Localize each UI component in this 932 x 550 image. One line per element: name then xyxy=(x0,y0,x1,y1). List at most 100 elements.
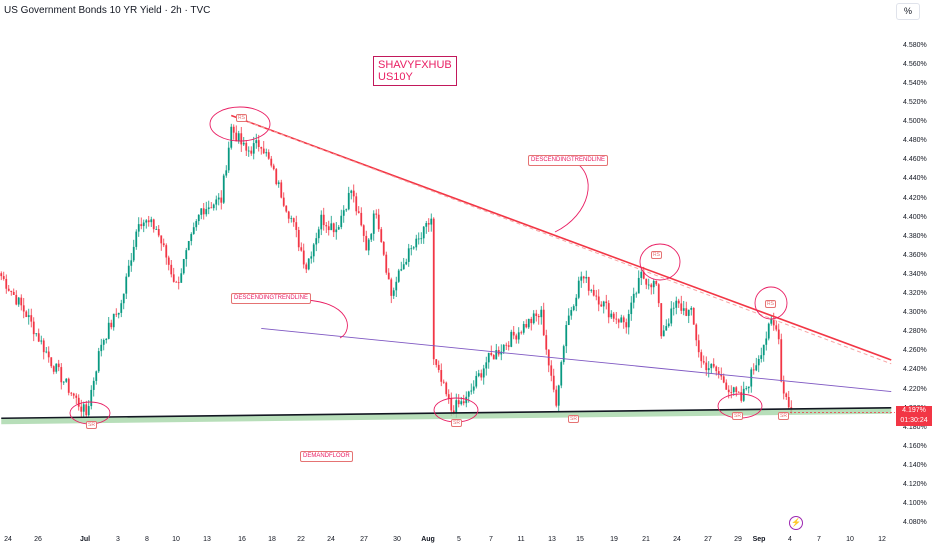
candle-body xyxy=(687,309,690,316)
candle-body xyxy=(220,197,223,203)
candle-body xyxy=(672,307,675,309)
candle-body xyxy=(357,211,360,213)
y-tick-label: 4.220% xyxy=(903,385,927,393)
candle-body xyxy=(267,152,270,159)
candle-body xyxy=(722,376,725,383)
candle-body xyxy=(265,152,268,154)
candle-body xyxy=(25,311,28,318)
y-tick-label: 4.140% xyxy=(903,461,927,469)
candle-body xyxy=(170,264,173,275)
watermark-line-2: US10Y xyxy=(378,71,413,83)
candle-body xyxy=(447,394,450,399)
candle-body xyxy=(27,315,30,318)
candle-body xyxy=(642,271,645,279)
candle-body xyxy=(522,323,525,333)
candle-body xyxy=(152,219,155,230)
candle-body xyxy=(690,307,693,310)
candle-body xyxy=(560,362,563,386)
candle-body xyxy=(427,223,430,225)
candle-body xyxy=(177,282,180,284)
candle-body xyxy=(482,368,485,378)
candle-body xyxy=(467,391,470,397)
candle-body xyxy=(380,229,383,242)
x-tick-label: 16 xyxy=(238,536,246,543)
candle-body xyxy=(40,340,43,342)
y-tick-label: 4.520% xyxy=(903,99,927,107)
candle-body xyxy=(365,235,368,251)
candle-body xyxy=(715,366,718,372)
candle-body xyxy=(762,344,765,356)
candle-body xyxy=(670,308,673,324)
x-tick-label: 15 xyxy=(576,536,584,543)
candle-body xyxy=(440,370,443,382)
candle-body xyxy=(255,140,258,144)
candle-body xyxy=(622,317,625,323)
candle-body xyxy=(355,196,358,212)
candle-body xyxy=(652,280,655,288)
candle-body xyxy=(300,247,303,251)
candle-body xyxy=(180,273,183,283)
candle-body xyxy=(785,393,788,397)
candle-body xyxy=(310,256,313,259)
candle-body xyxy=(727,389,730,393)
candle-body xyxy=(245,142,248,151)
lower-descending-trendline xyxy=(261,328,892,392)
support-floor-line xyxy=(1,406,892,420)
y-tick-label: 4.400% xyxy=(903,213,927,221)
candle-body xyxy=(62,381,65,383)
lightning-icon[interactable]: ⚡ xyxy=(789,516,803,530)
candle-body xyxy=(492,355,495,360)
candle-body xyxy=(437,364,440,371)
candle-body xyxy=(510,331,513,347)
candle-body xyxy=(112,313,115,328)
candle-body xyxy=(752,369,755,371)
candle-body xyxy=(517,332,520,340)
candle-body xyxy=(362,225,365,236)
candle-body xyxy=(742,388,745,401)
y-tick-label: 4.460% xyxy=(903,156,927,164)
candle-body xyxy=(375,213,378,215)
candle-body xyxy=(317,229,320,239)
candle-body xyxy=(535,313,538,317)
candle-body xyxy=(330,223,333,231)
candle-body xyxy=(475,375,478,387)
x-tick-label: 5 xyxy=(457,536,461,543)
x-tick-label: Jul xyxy=(79,536,91,543)
x-tick-label: 7 xyxy=(817,536,821,543)
candle-body xyxy=(257,140,260,147)
candle-body xyxy=(552,375,555,390)
sr-marker: SR xyxy=(451,419,462,427)
candle-body xyxy=(657,284,660,304)
upper-trendline-dashed xyxy=(241,118,892,365)
candle-body xyxy=(45,351,48,353)
candle-body xyxy=(290,218,293,219)
candle-body xyxy=(577,280,580,298)
candle-body xyxy=(60,367,63,383)
x-tick-label: 10 xyxy=(846,536,854,543)
candle-body xyxy=(725,382,728,390)
sr-marker: SR xyxy=(778,412,789,420)
candle-body xyxy=(182,259,185,274)
y-tick-label: 4.100% xyxy=(903,500,927,508)
candle-body xyxy=(442,381,445,383)
candle-body xyxy=(120,303,123,313)
y-tick-label: 4.580% xyxy=(903,41,927,49)
candle-body xyxy=(102,340,105,345)
percent-scale-button[interactable]: % xyxy=(896,3,920,20)
candle-body xyxy=(285,205,288,212)
candle-body xyxy=(605,301,608,304)
lower-trendline-label: DESCENDINGTRENDLINE xyxy=(231,293,312,304)
candle-body xyxy=(275,169,278,185)
candle-body xyxy=(612,313,615,319)
candle-body xyxy=(585,276,588,279)
candle-body xyxy=(247,150,250,152)
candle-body xyxy=(292,218,295,223)
candle-body xyxy=(582,276,585,279)
x-tick-label: 13 xyxy=(203,536,211,543)
candle-body xyxy=(600,304,603,307)
y-tick-label: 4.240% xyxy=(903,366,927,374)
candle-body xyxy=(645,278,648,285)
candle-body xyxy=(532,313,535,324)
candle-body xyxy=(92,380,95,390)
